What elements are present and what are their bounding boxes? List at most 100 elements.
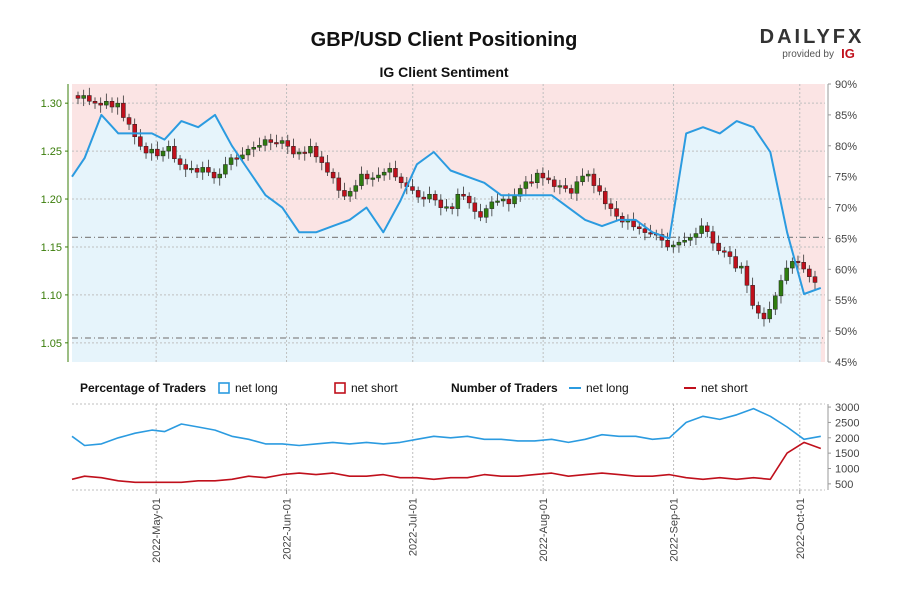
brand-ig: IG bbox=[841, 46, 855, 61]
candle-body bbox=[716, 242, 721, 252]
candle-body bbox=[699, 225, 704, 234]
candle-body bbox=[784, 267, 789, 281]
left-tick-label: 1.20 bbox=[41, 194, 62, 206]
right-tick-label: 50% bbox=[835, 326, 857, 338]
right-tick-label: 80% bbox=[835, 141, 857, 153]
candle-body bbox=[353, 185, 359, 192]
candle-body bbox=[257, 145, 262, 148]
candle-body bbox=[228, 157, 234, 165]
candle-body bbox=[574, 181, 580, 194]
candle-body bbox=[449, 206, 455, 209]
candle-body bbox=[568, 188, 574, 194]
candle-body bbox=[347, 191, 353, 197]
candle-body bbox=[336, 177, 342, 191]
sub-tick-label: 1000 bbox=[835, 464, 859, 476]
candle-body bbox=[211, 171, 217, 179]
candle-body bbox=[234, 157, 239, 160]
candle-body bbox=[75, 95, 81, 99]
candle-body bbox=[438, 199, 444, 208]
candle-body bbox=[410, 186, 415, 191]
x-tick-label: 2022-Oct-01 bbox=[795, 498, 807, 559]
candle-body bbox=[155, 148, 160, 157]
legend-pct-short-swatch bbox=[334, 382, 346, 394]
left-tick-label: 1.30 bbox=[41, 98, 62, 110]
candle-body bbox=[727, 251, 733, 257]
x-axis: 2022-May-01 2022-Jun-01 2022-Jul-01 2022-Au… bbox=[151, 490, 807, 563]
candle-body bbox=[483, 208, 489, 218]
brand-main: DAILYFX bbox=[760, 26, 865, 48]
candle-body bbox=[206, 167, 211, 173]
sub-tick-label: 3000 bbox=[835, 402, 859, 414]
candle-body bbox=[597, 185, 602, 192]
candle-body bbox=[461, 193, 466, 197]
left-tick-label: 1.25 bbox=[41, 146, 62, 158]
right-tick-label: 65% bbox=[835, 233, 857, 245]
candle-body bbox=[744, 265, 750, 286]
candle-body bbox=[688, 237, 693, 241]
legend-pct-short-label: net short bbox=[351, 381, 398, 395]
candle-body bbox=[602, 191, 608, 205]
candle-body bbox=[773, 295, 778, 310]
candle-body bbox=[795, 261, 801, 264]
sub-tick-label: 1500 bbox=[835, 448, 859, 460]
candle-body bbox=[302, 151, 308, 154]
candle-body bbox=[534, 172, 540, 183]
candle-body bbox=[722, 250, 727, 253]
right-tick-label: 55% bbox=[835, 295, 857, 307]
candle-body bbox=[364, 173, 370, 180]
long-area-fill bbox=[72, 114, 821, 363]
candle-body bbox=[421, 196, 427, 200]
candle-body bbox=[432, 193, 438, 201]
candle-body bbox=[291, 146, 296, 155]
legend-num-long-label: net long bbox=[586, 381, 629, 395]
chart-subtitle: IG Client Sentiment bbox=[379, 64, 508, 80]
candle-body bbox=[194, 168, 200, 173]
candle-body bbox=[637, 226, 642, 230]
candle-body bbox=[671, 244, 676, 248]
candle-body bbox=[563, 185, 568, 189]
candle-body bbox=[285, 140, 291, 147]
dailyfx-logo: DAILYFX provided by IG bbox=[760, 26, 865, 61]
legend-num-short-label: net short bbox=[701, 381, 748, 395]
candle-body bbox=[455, 193, 461, 209]
candle-body bbox=[132, 124, 137, 137]
left-tick-label: 1.05 bbox=[41, 338, 62, 350]
candle-body bbox=[115, 102, 120, 108]
sub-tick-label: 2000 bbox=[835, 433, 859, 445]
sub-tick-label: 2500 bbox=[835, 417, 859, 429]
candle-body bbox=[319, 156, 325, 163]
candle-body bbox=[585, 173, 591, 177]
candle-body bbox=[223, 164, 228, 175]
right-tick-label: 75% bbox=[835, 172, 857, 184]
left-tick-label: 1.10 bbox=[41, 290, 62, 302]
candle-body bbox=[682, 240, 687, 243]
candle-body bbox=[143, 146, 149, 154]
candle-body bbox=[546, 177, 551, 181]
right-tick-label: 90% bbox=[835, 79, 857, 91]
price-panel: 1.30 1.25 1.20 1.15 1.10 1.05 90% 85% 80% 75% 70% 6… bbox=[41, 79, 858, 369]
candle-body bbox=[177, 158, 183, 165]
candle-body bbox=[251, 147, 256, 150]
candle-body bbox=[807, 268, 812, 277]
candle-body bbox=[189, 168, 194, 171]
candle-body bbox=[444, 206, 449, 209]
candle-body bbox=[160, 150, 166, 157]
candle-body bbox=[529, 181, 534, 184]
x-tick-label: 2022-Sep-01 bbox=[669, 498, 681, 562]
candle-body bbox=[138, 136, 143, 147]
right-tick-label: 60% bbox=[835, 264, 857, 276]
legend: Percentage of Traders net long net short Nu… bbox=[80, 381, 748, 395]
left-tick-label: 1.15 bbox=[41, 242, 62, 254]
legend-num-title: Number of Traders bbox=[451, 381, 558, 395]
legend-pct-long-label: net long bbox=[235, 381, 278, 395]
candle-body bbox=[109, 101, 115, 108]
candle-body bbox=[217, 173, 222, 179]
x-tick-label: 2022-Jun-01 bbox=[282, 498, 294, 560]
candle-body bbox=[506, 198, 512, 205]
candle-body bbox=[415, 190, 421, 198]
candle-body bbox=[104, 101, 109, 106]
candle-body bbox=[551, 179, 557, 187]
candle-body bbox=[393, 168, 398, 178]
candle-body bbox=[739, 265, 744, 269]
